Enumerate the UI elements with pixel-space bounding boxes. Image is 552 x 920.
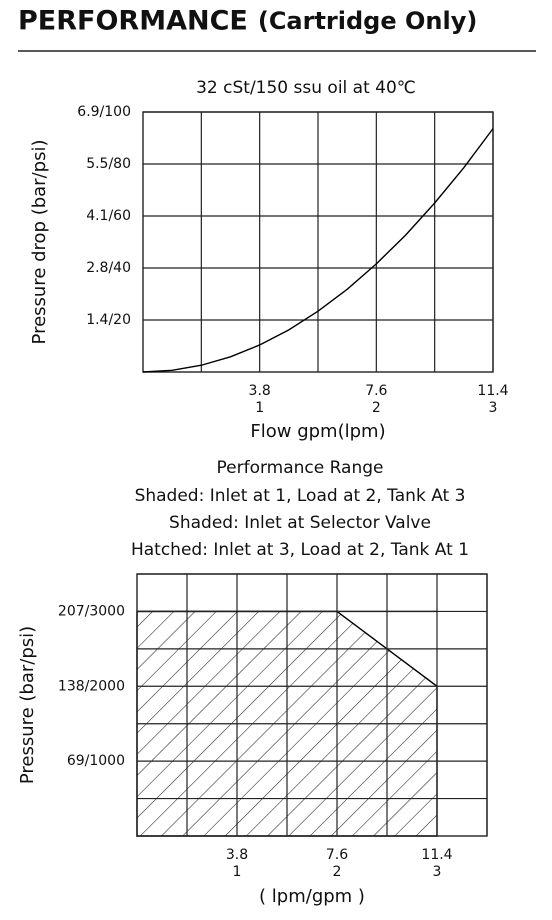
x-axis-label: Flow gpm(lpm)	[250, 421, 385, 442]
chart-subtitle: Shaded: Inlet at 1, Load at 2, Tank At 3	[135, 486, 466, 506]
plot-frame	[142, 111, 494, 373]
y-axis-label: Pressure drop (bar/psi)	[29, 140, 50, 345]
x2-tick-label: 1	[255, 400, 264, 416]
header-subtitle: (Cartridge Only)	[258, 7, 477, 35]
x-tick-label: 11.4	[421, 847, 452, 863]
x-tick-label: 3.8	[226, 847, 248, 863]
y-tick-label: 6.9/100	[77, 104, 131, 120]
chart-subtitle: Shaded: Inlet at Selector Valve	[169, 513, 431, 533]
curve	[142, 128, 494, 373]
chart-title: 32 cSt/150 ssu oil at 40℃	[196, 78, 416, 98]
x2-tick-label: 1	[233, 864, 242, 880]
y-axis-label: Pressure (bar/psi)	[17, 626, 38, 784]
y-tick-label: 207/3000	[58, 603, 125, 619]
x2-tick-label: 3	[433, 864, 442, 880]
x2-tick-label: 2	[372, 400, 381, 416]
y-tick-label: 1.4/20	[86, 312, 131, 328]
plot-frame	[136, 573, 488, 837]
y-tick-label: 69/1000	[67, 753, 125, 769]
chart-title: Performance Range	[216, 458, 383, 478]
chart-subtitle: Hatched: Inlet at 3, Load at 2, Tank At …	[131, 540, 469, 560]
y-tick-label: 138/2000	[58, 678, 125, 694]
x-tick-label: 11.4	[477, 383, 508, 399]
x-tick-label: 7.6	[365, 383, 387, 399]
x-tick-label: 7.6	[326, 847, 348, 863]
x2-tick-label: 2	[333, 864, 342, 880]
x2-tick-label: 3	[489, 400, 498, 416]
x-tick-label: 3.8	[249, 383, 271, 399]
x-axis-label: ( lpm/gpm )	[259, 886, 365, 907]
y-tick-label: 5.5/80	[86, 156, 131, 172]
y-tick-label: 4.1/60	[86, 208, 131, 224]
y-tick-label: 2.8/40	[86, 260, 131, 276]
header-title: PERFORMANCE	[18, 6, 248, 37]
